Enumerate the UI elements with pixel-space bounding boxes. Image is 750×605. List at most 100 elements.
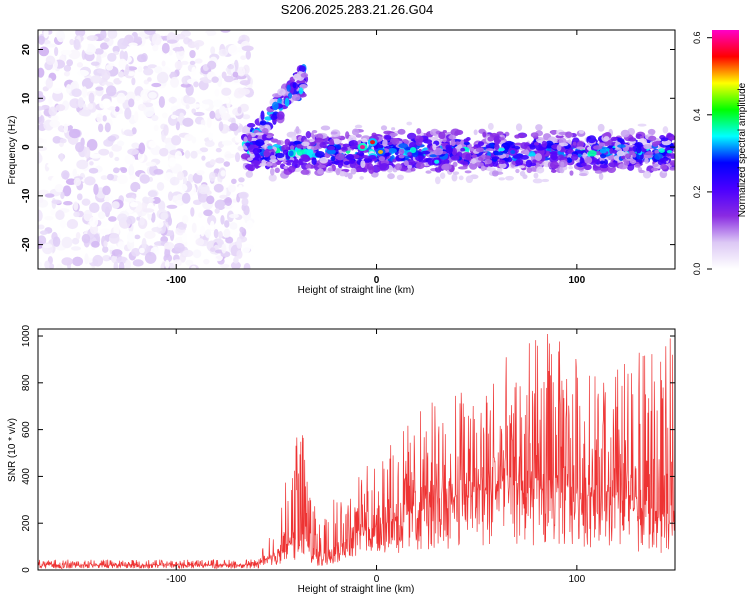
- spectrogram-cell: [394, 163, 402, 171]
- spectrogram-cell: [111, 201, 120, 209]
- spectrogram-cell: [117, 213, 128, 223]
- spectrogram-cell: [209, 220, 215, 231]
- spectrogram-cell: [126, 231, 135, 243]
- spectrogram-cell: [129, 175, 137, 181]
- spectrogram-cell: [107, 52, 117, 62]
- spectrogram-cell: [224, 220, 230, 228]
- spectrogram-cell: [298, 65, 306, 73]
- spectrogram-cell: [236, 250, 243, 259]
- spectrogram-cell: [237, 184, 244, 194]
- spectrogram-cell: [107, 30, 118, 39]
- spectrogram-cell: [669, 136, 675, 140]
- spectrogram-cell: [89, 153, 102, 159]
- spectrogram-cell: [471, 154, 478, 158]
- spectrogram-cell: [448, 134, 457, 140]
- spectrogram-cell: [42, 138, 47, 144]
- spectrogram-cell: [647, 128, 656, 136]
- spectrogram-cell: [214, 254, 223, 262]
- spectrogram-cell: [454, 129, 464, 135]
- spectrogram-cell: [550, 152, 558, 161]
- spectrogram-cell: [136, 216, 141, 221]
- spectrogram-cell: [438, 163, 443, 172]
- spectrogram-cell: [212, 100, 223, 108]
- spectrogram-cell: [499, 137, 505, 141]
- spectrogram-cell: [164, 241, 175, 250]
- spectrogram-cell: [169, 176, 180, 186]
- spectrogram-cell: [243, 136, 248, 143]
- figure-title: S206.2025.283.21.26.G04: [281, 2, 434, 17]
- spectrogram-cell: [43, 39, 51, 45]
- spectrogram-cell: [570, 153, 579, 161]
- spectrogram-cell: [44, 260, 50, 269]
- spectrogram-cell: [270, 138, 279, 143]
- spectrogram-cell: [366, 162, 374, 171]
- spectrogram-cell: [260, 110, 265, 121]
- spectrogram-cell: [107, 244, 116, 251]
- spectrogram-cell: [612, 149, 618, 154]
- spectrogram-cell: [354, 124, 363, 129]
- spectrogram-cell: [251, 160, 261, 167]
- spectrogram-cell: [124, 259, 131, 269]
- spectrogram-cell: [65, 178, 77, 185]
- spectrogram-cell: [172, 110, 182, 116]
- spectrogram-cell: [60, 119, 72, 127]
- snr-y-tick-label: 600: [21, 421, 32, 438]
- spectrogram-cell: [55, 263, 63, 269]
- spectrogram-cell: [229, 122, 239, 132]
- spectrogram-cell: [669, 166, 675, 171]
- spectrogram-cell: [620, 129, 630, 138]
- spectrogram-cell: [465, 175, 474, 184]
- spectrogram-cell: [406, 121, 413, 126]
- spectrogram-cell: [327, 167, 333, 172]
- spectrogram-cell: [204, 229, 212, 238]
- spectrogram-cell: [276, 140, 282, 145]
- spectrogram-cell: [54, 46, 59, 57]
- spectrogram-cell: [137, 151, 145, 163]
- spectrogram-intensity: [38, 30, 675, 269]
- spectrogram-cell: [241, 197, 249, 207]
- spectrogram-cell: [197, 184, 210, 195]
- snr-series-line: [38, 333, 675, 570]
- spectrogram-cell: [227, 64, 234, 70]
- spectrogram-cell: [84, 253, 89, 265]
- spectrogram-cell: [192, 249, 202, 259]
- spectrogram-cell: [289, 145, 295, 150]
- spectrogram-cell: [496, 131, 504, 136]
- spectrogram-cell: [84, 176, 96, 186]
- spectrogram-cell: [225, 236, 234, 244]
- spectrogram-cell: [349, 139, 358, 147]
- spectrogram-cell: [533, 172, 539, 179]
- spectrogram-cell: [218, 48, 229, 57]
- spectrogram-cell: [565, 131, 573, 138]
- spectrogram-cell: [498, 159, 506, 165]
- spectrogram-cell: [136, 46, 142, 52]
- spectrogram-cell: [238, 88, 251, 95]
- spectrogram-cell: [634, 163, 641, 168]
- spectrogram-cell: [191, 108, 197, 114]
- spectrogram-cell: [309, 132, 315, 138]
- spectrogram-cell: [457, 166, 468, 170]
- spectrogram-cell: [137, 103, 147, 111]
- spectrogram-cell: [170, 76, 180, 88]
- spectrogram-cell: [305, 164, 312, 169]
- spectrogram-cell: [123, 50, 128, 62]
- spectrogram-cell: [432, 143, 437, 151]
- spectrogram-cell: [174, 151, 183, 160]
- spectrogram-cell: [87, 103, 94, 110]
- spectrogram-cell: [83, 209, 93, 222]
- spectrogram-cell: [185, 96, 196, 105]
- spectrogram-cell: [360, 145, 366, 150]
- spectrogram-cell: [246, 219, 254, 229]
- spectrogram-cell: [265, 162, 273, 167]
- spectrogram-cell: [296, 79, 306, 84]
- spectrogram-cell: [38, 146, 48, 152]
- spectrogram-cell: [429, 154, 438, 158]
- spectrogram-cell: [161, 42, 170, 54]
- spectrogram-cell: [541, 178, 550, 183]
- spectrogram-cell: [124, 154, 136, 165]
- spectrogram-cell: [665, 152, 672, 157]
- spectrogram-cell: [181, 214, 189, 224]
- spectrogram-cell: [104, 122, 111, 133]
- spectrogram-cell: [452, 171, 460, 175]
- spectrogram-cell: [38, 110, 42, 118]
